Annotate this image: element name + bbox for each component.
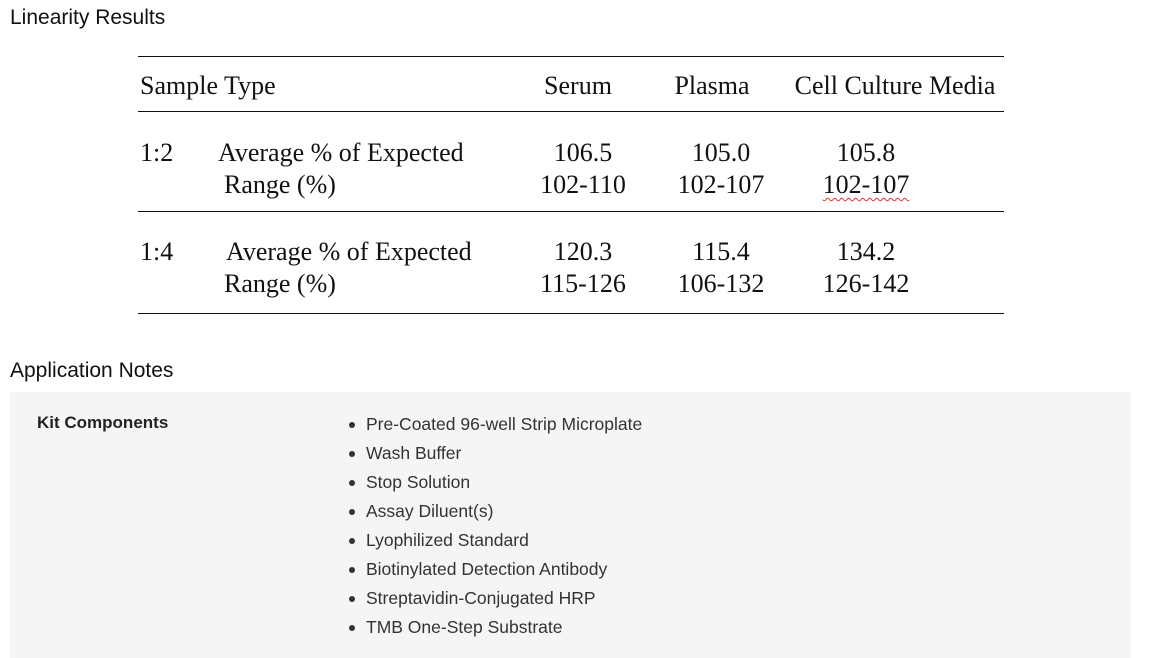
row-label: Range (%) xyxy=(224,269,336,298)
column-header: Sample Type xyxy=(140,71,276,100)
kit-item: TMB One-Step Substrate xyxy=(348,617,563,637)
section-title: Linearity Results xyxy=(10,6,166,29)
table-rule xyxy=(138,313,1004,314)
kit-item: Streptavidin-Conjugated HRP xyxy=(349,588,596,608)
row-label: Average % of Expected xyxy=(218,138,464,167)
table-cell: 105.8 xyxy=(836,138,896,167)
table-rule xyxy=(138,211,1004,212)
table-rule xyxy=(138,111,1004,112)
table-cell: 105.0 xyxy=(691,138,751,167)
kit-item: Lyophilized Standard xyxy=(349,530,529,550)
row-label: Average % of Expected xyxy=(226,237,472,266)
kit-item: Assay Diluent(s) xyxy=(348,501,494,521)
table-cell: 120.3 xyxy=(553,237,613,266)
table-cell: 102-107 xyxy=(677,170,765,199)
kit-item: Pre-Coated 96-well Strip Microplate xyxy=(348,414,643,434)
kit-item: Wash Buffer xyxy=(348,443,462,463)
section-title: Application Notes xyxy=(10,359,174,382)
kit-label: Kit Components xyxy=(37,413,169,432)
table-cell: 115-126 xyxy=(540,269,626,298)
kit-item: Biotinylated Detection Antibody xyxy=(348,559,608,579)
column-header: Serum xyxy=(544,71,612,100)
table-cell: 106-132 xyxy=(677,269,765,298)
row-label: Range (%) xyxy=(224,170,336,199)
dilution: 1:4 xyxy=(140,237,174,266)
table-rule xyxy=(138,56,1004,57)
table-cell: 126-142 xyxy=(822,269,910,298)
column-header: Cell Culture Media xyxy=(794,71,996,100)
table-cell: 134.2 xyxy=(836,237,896,266)
notes-panel: Kit Components Pre-Coated 96-well Strip … xyxy=(10,392,1131,658)
dilution: 1:2 xyxy=(140,138,174,167)
table-cell: 106.5 xyxy=(553,138,613,167)
column-header: Plasma xyxy=(674,71,750,100)
kit-item: Stop Solution xyxy=(348,472,471,492)
table-cell: 102-107 xyxy=(822,170,910,199)
table-cell: 115.4 xyxy=(692,237,750,266)
table-cell: 102-110 xyxy=(540,170,626,199)
